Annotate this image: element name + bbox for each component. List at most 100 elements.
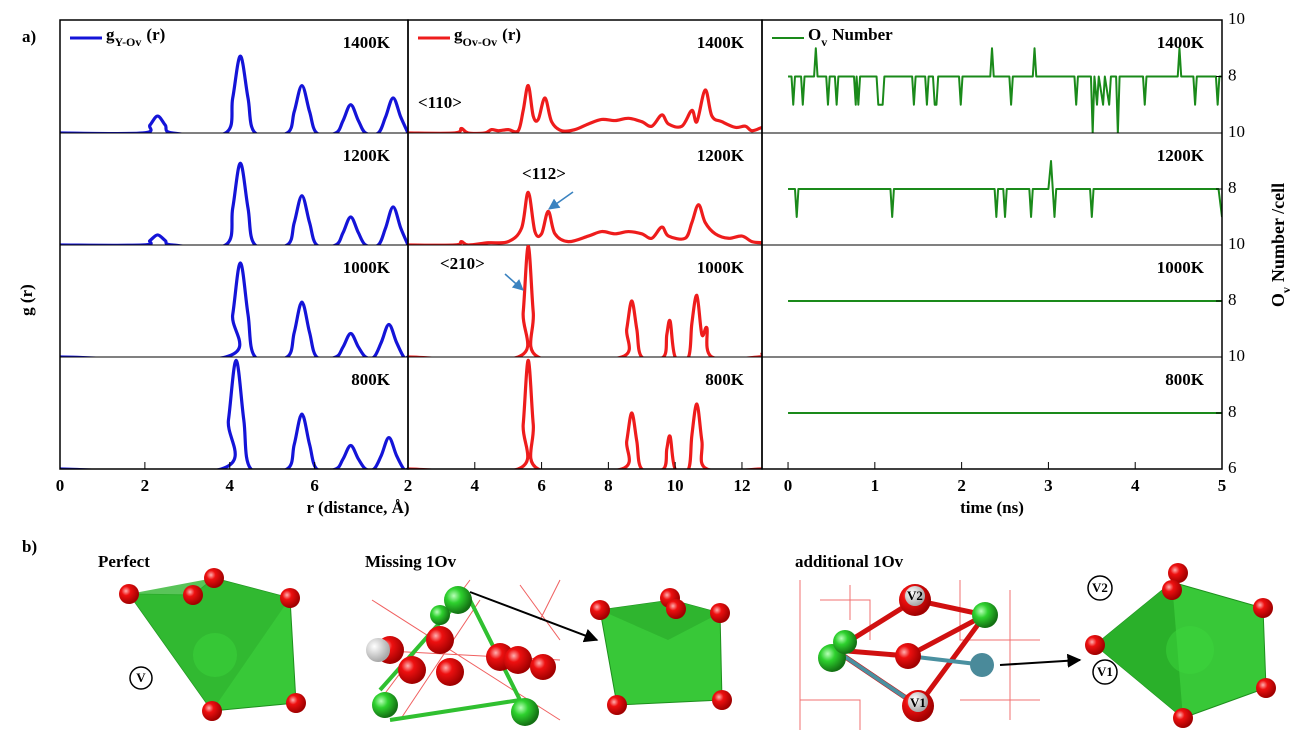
text-subscript: Ov-Ov xyxy=(463,35,498,49)
text-suffix: (r) xyxy=(146,25,165,44)
data-line xyxy=(60,263,408,361)
structure-title: Missing 1Ov xyxy=(365,552,457,571)
oxygen-atom xyxy=(204,568,224,588)
oxygen-atom xyxy=(286,693,306,713)
x-tick-label: 0 xyxy=(784,476,793,495)
temperature-label: 1200K xyxy=(1157,146,1205,165)
oxygen-atom xyxy=(436,658,464,686)
arrow xyxy=(1000,660,1080,665)
vacancy-label: V2 xyxy=(1092,580,1108,595)
temperature-label: 1400K xyxy=(343,33,391,52)
cation xyxy=(372,692,398,718)
text-subscript: v xyxy=(821,35,827,49)
data-line xyxy=(788,161,1222,217)
x-tick-label: 2 xyxy=(957,476,966,495)
oxygen-atom xyxy=(590,600,610,620)
oxygen-atom xyxy=(280,588,300,608)
polyhedron-additional xyxy=(1085,563,1276,728)
oxygen-atom xyxy=(183,585,203,605)
panel-label: b) xyxy=(22,537,37,556)
cation xyxy=(511,698,539,726)
figure: a) b) Perfect V Missing 1Ov xyxy=(0,0,1294,737)
polyhedron-missing xyxy=(590,588,732,715)
arrow xyxy=(470,592,597,640)
oxygen-atom xyxy=(895,643,921,669)
cation xyxy=(970,653,994,677)
oxygen-atom xyxy=(398,656,426,684)
y-tick-label: 10 xyxy=(1228,346,1245,365)
oxygen-atom xyxy=(1085,635,1105,655)
legend-entry: gOv-Ov(r) xyxy=(454,25,521,49)
text-subscript: v xyxy=(1279,287,1293,293)
cation xyxy=(1166,626,1214,674)
oxygen-atom xyxy=(530,654,556,680)
cation xyxy=(833,630,857,654)
cation xyxy=(972,602,998,628)
text-main: O xyxy=(808,25,821,44)
data-line xyxy=(788,48,1222,133)
text-main: O xyxy=(1268,293,1288,307)
cluster-additional: V2 V1 xyxy=(800,580,1040,730)
oxygen-atom xyxy=(1173,708,1193,728)
y-tick-label: 10 xyxy=(1228,234,1245,253)
x-tick-label: 8 xyxy=(604,476,613,495)
x-axis-label: time (ns) xyxy=(960,498,1024,517)
x-tick-label: 6 xyxy=(310,476,319,495)
cluster-missing xyxy=(366,580,560,726)
text-subscript: Y-Ov xyxy=(115,35,142,49)
vacancy-atom xyxy=(366,638,390,662)
structure-title: additional 1Ov xyxy=(795,552,904,571)
temperature-label: 800K xyxy=(705,370,745,389)
annotation: <112> xyxy=(522,164,566,183)
panel-label: a) xyxy=(22,27,36,46)
annotation: <110> xyxy=(418,93,462,112)
oxygen-atom xyxy=(1162,580,1182,600)
x-tick-label: 2 xyxy=(141,476,150,495)
x-axis-label: r (distance, Å) xyxy=(306,498,409,517)
x-tick-label: 1 xyxy=(871,476,880,495)
temperature-label: 1200K xyxy=(697,146,745,165)
oxygen-atom xyxy=(202,701,222,721)
x-tick-label: 3 xyxy=(1044,476,1053,495)
x-tick-label: 12 xyxy=(733,476,750,495)
structure-title: Perfect xyxy=(98,552,150,571)
x-tick-label: 6 xyxy=(537,476,546,495)
y-axis-label: g (r) xyxy=(17,284,36,316)
y-axis-label: OvNumber /cell xyxy=(1268,183,1293,307)
temperature-label: 800K xyxy=(1165,370,1205,389)
y-tick-label: 8 xyxy=(1228,65,1237,84)
temperature-label: 1000K xyxy=(343,258,391,277)
vacancy-label: V xyxy=(136,670,146,685)
temperature-label: 1400K xyxy=(697,33,745,52)
x-tick-label: 4 xyxy=(226,476,235,495)
x-tick-label: 4 xyxy=(1131,476,1140,495)
cation xyxy=(430,605,450,625)
vacancy-label: V2 xyxy=(907,588,923,603)
oxygen-atom xyxy=(607,695,627,715)
oxygen-atom xyxy=(119,584,139,604)
oxygen-atom xyxy=(710,603,730,623)
vacancy-label: V1 xyxy=(1097,664,1113,679)
temperature-label: 1400K xyxy=(1157,33,1205,52)
cation xyxy=(193,633,237,677)
temperature-label: 800K xyxy=(351,370,391,389)
data-line xyxy=(60,163,408,249)
x-tick-label: 4 xyxy=(471,476,480,495)
oxygen-atom xyxy=(1168,563,1188,583)
annotation: <210> xyxy=(440,254,485,273)
oxygen-atom xyxy=(426,626,454,654)
annotation-arrow xyxy=(505,274,523,290)
text-suffix: (r) xyxy=(502,25,521,44)
x-tick-label: 0 xyxy=(56,476,65,495)
polyhedron-perfect xyxy=(119,568,306,721)
oxygen-atom xyxy=(1256,678,1276,698)
temperature-label: 1000K xyxy=(697,258,745,277)
temperature-label: 1200K xyxy=(343,146,391,165)
temperature-label: 1000K xyxy=(1157,258,1205,277)
y-tick-label: 10 xyxy=(1228,9,1245,28)
oxygen-atom xyxy=(712,690,732,710)
oxygen-atom xyxy=(504,646,532,674)
oxygen-atom xyxy=(1253,598,1273,618)
annotation-arrow xyxy=(549,192,573,209)
